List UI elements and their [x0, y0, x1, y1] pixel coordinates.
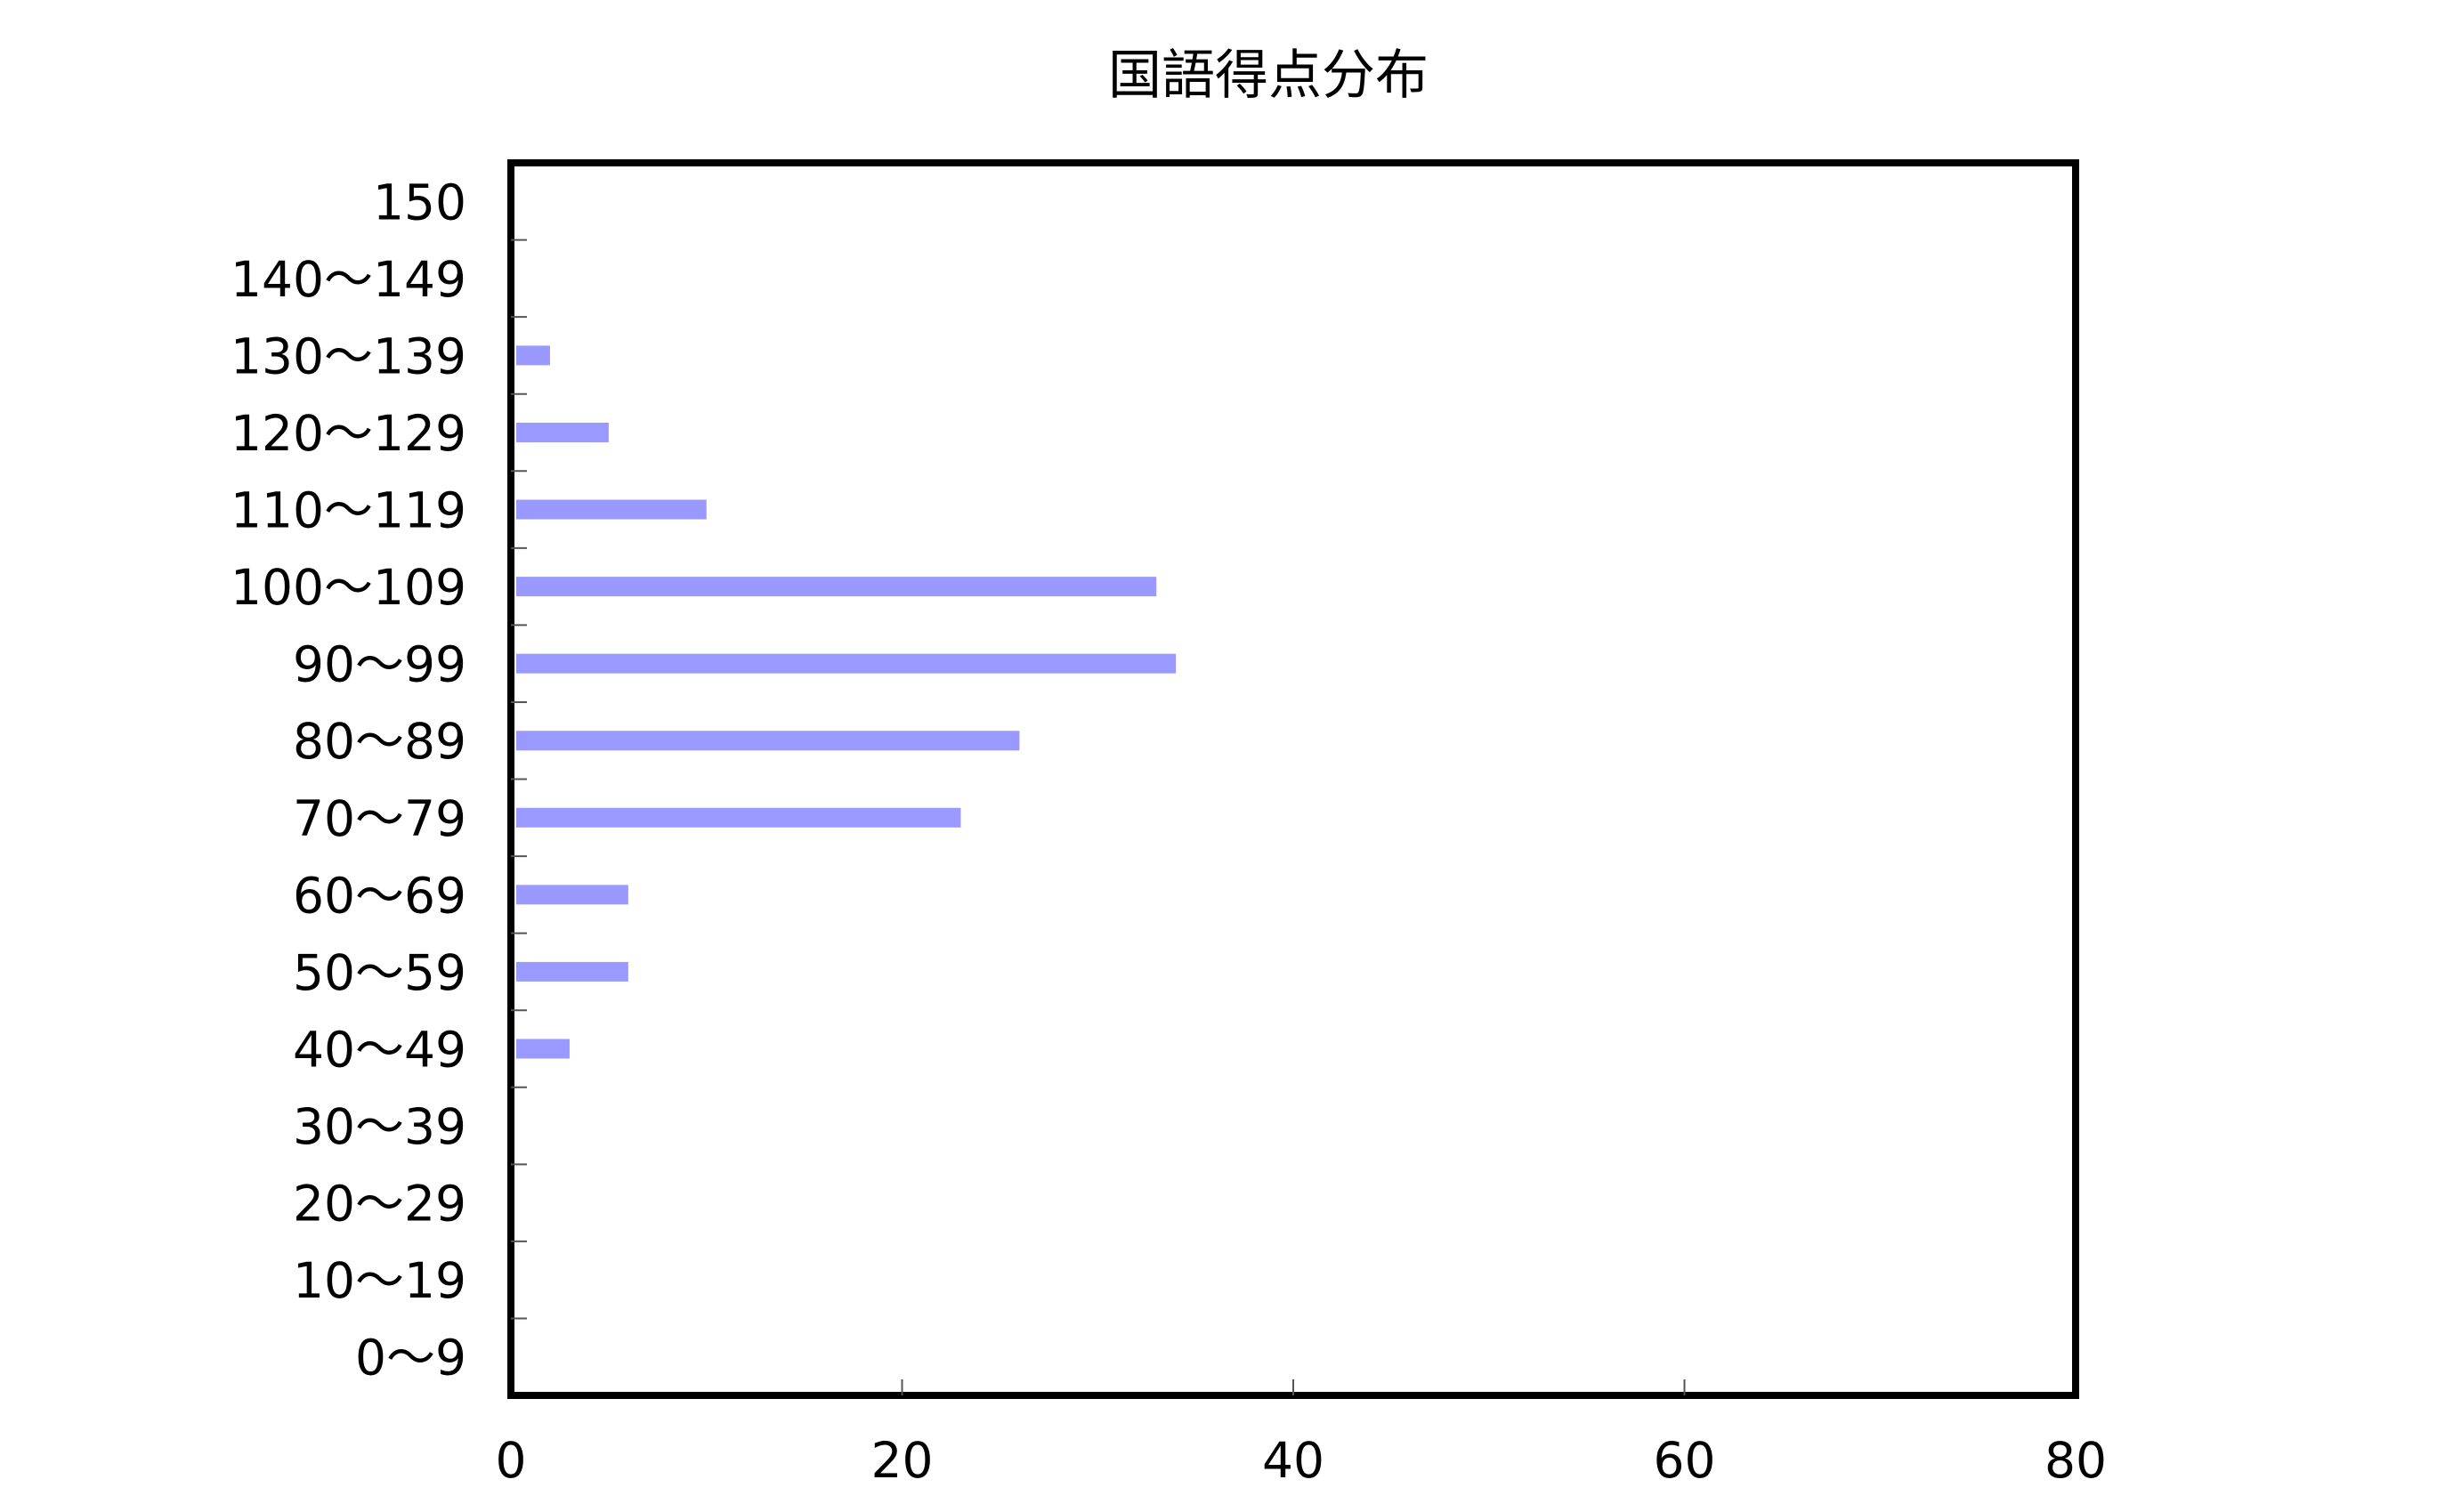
- bar: [516, 422, 609, 442]
- category-axis-labels: 0～9 10～19 20～29 30～39 40～49 50～59 60～69 70～79 80…: [231, 174, 466, 1386]
- bar: [516, 885, 628, 905]
- value-tick-label: 80: [2044, 1432, 2107, 1489]
- category-label: 40～49: [293, 1021, 466, 1078]
- category-label: 20～29: [293, 1176, 466, 1233]
- category-label: 80～89: [293, 713, 466, 770]
- category-label: 110～119: [231, 482, 466, 539]
- category-label: 50～59: [293, 944, 466, 1001]
- category-label: 60～69: [293, 867, 466, 924]
- bar: [516, 807, 961, 828]
- bar: [516, 499, 707, 520]
- category-label: 120～129: [231, 405, 466, 462]
- tick-marks: [511, 239, 1686, 1395]
- chart-title: 国語得点分布: [1108, 44, 1429, 107]
- bar: [516, 345, 550, 366]
- value-tick-label: 20: [871, 1432, 934, 1489]
- value-tick-label: 40: [1262, 1432, 1324, 1489]
- value-axis-labels: 0 20 40 60 80: [496, 1432, 2108, 1489]
- category-label: 70～79: [293, 790, 466, 847]
- value-tick-label: 0: [496, 1432, 527, 1489]
- category-label: 140～149: [231, 251, 466, 308]
- category-label: 0～9: [355, 1330, 466, 1387]
- category-label: 30～39: [293, 1098, 466, 1155]
- bars: [516, 345, 1177, 1059]
- bar: [516, 653, 1177, 674]
- category-label: 150: [373, 174, 466, 230]
- category-label: 130～139: [231, 327, 466, 384]
- category-label: 100～109: [231, 559, 466, 616]
- value-tick-label: 60: [1654, 1432, 1716, 1489]
- category-label: 90～99: [293, 636, 466, 693]
- category-label: 10～19: [293, 1252, 466, 1309]
- bar: [516, 731, 1020, 751]
- plot-area: [507, 159, 2079, 1399]
- bar: [516, 577, 1157, 597]
- bar: [516, 1039, 570, 1059]
- bar: [516, 961, 628, 982]
